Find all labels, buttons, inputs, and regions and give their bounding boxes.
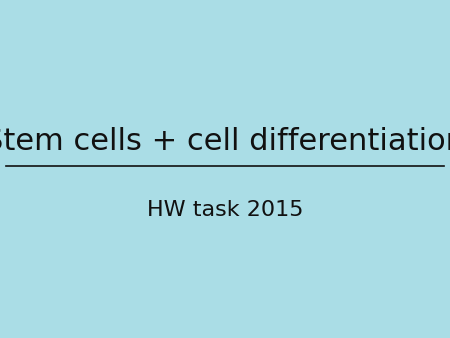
Text: HW task 2015: HW task 2015 (147, 199, 303, 220)
Text: Stem cells + cell differentiation: Stem cells + cell differentiation (0, 127, 450, 156)
